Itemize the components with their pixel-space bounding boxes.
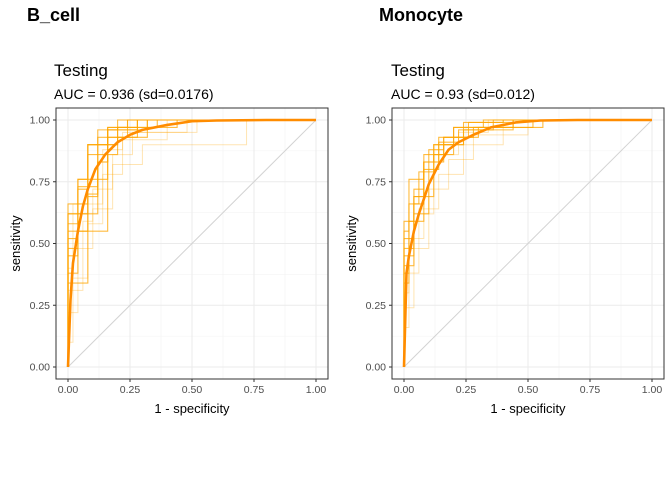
y-tick-label: 1.00 — [30, 115, 51, 127]
resample-roc-curve-faint — [67, 119, 316, 367]
mean-roc-curve — [402, 118, 652, 368]
resample-roc-curve-faint — [403, 119, 652, 367]
reference-diagonal-line — [67, 119, 317, 368]
resample-roc-curve — [67, 119, 316, 367]
resample-roc-curve — [67, 119, 316, 367]
x-tick-label: 0.00 — [58, 384, 79, 396]
panel-tag-monocyte: Monocyte — [379, 5, 464, 25]
y-axis-title: sensitivity — [8, 215, 23, 272]
x-tick-label: 0.75 — [580, 384, 601, 396]
x-axis-title: 1 - specificity — [154, 401, 230, 416]
y-tick-label: 0.75 — [30, 176, 51, 188]
y-axis-title: sensitivity — [344, 215, 359, 272]
x-tick-label: 0.75 — [244, 384, 265, 396]
resample-roc-curve-faint — [67, 119, 316, 367]
plot-title-monocyte: Testing — [391, 61, 445, 80]
y-tick-label: 0.75 — [366, 176, 387, 188]
plot-subtitle-monocyte: AUC = 0.93 (sd=0.012) — [391, 86, 535, 102]
resample-roc-curve — [403, 119, 652, 367]
y-tick-label: 0.00 — [30, 362, 51, 374]
panel-tag-b-cell: B_cell — [27, 5, 81, 25]
y-tick-label: 0.25 — [366, 300, 387, 312]
y-tick-label: 0.50 — [30, 238, 51, 250]
x-tick-label: 0.50 — [518, 384, 539, 396]
x-tick-label: 1.00 — [642, 384, 663, 396]
mean-roc-curve — [66, 118, 316, 368]
x-tick-label: 0.50 — [182, 384, 203, 396]
resample-roc-curve-faint — [403, 119, 652, 367]
grid-lines — [56, 108, 328, 379]
resample-roc-curve-faint — [403, 119, 652, 367]
resample-roc-curve-faint — [67, 119, 316, 367]
y-tick-label: 0.25 — [30, 300, 51, 312]
plot-subtitle-b-cell: AUC = 0.936 (sd=0.0176) — [54, 86, 214, 102]
y-tick-label: 0.50 — [366, 238, 387, 250]
reference-diagonal-line — [403, 119, 653, 368]
x-tick-label: 0.25 — [120, 384, 141, 396]
x-tick-label: 0.00 — [394, 384, 415, 396]
resample-roc-curve-faint — [67, 119, 316, 367]
x-axis-title: 1 - specificity — [490, 401, 566, 416]
x-tick-label: 0.25 — [456, 384, 477, 396]
y-tick-label: 0.00 — [366, 362, 387, 374]
x-tick-label: 1.00 — [306, 384, 327, 396]
plot-title-b-cell: Testing — [54, 61, 108, 80]
y-tick-label: 1.00 — [366, 115, 387, 127]
